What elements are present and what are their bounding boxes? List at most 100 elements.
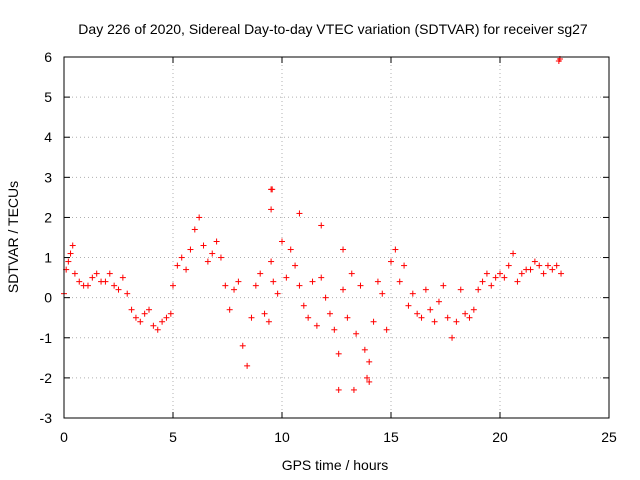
data-point xyxy=(196,214,203,221)
data-point xyxy=(518,270,525,277)
data-point xyxy=(132,314,139,321)
data-point xyxy=(462,310,469,317)
y-tick-label: 6 xyxy=(44,49,52,65)
x-tick-label: 5 xyxy=(169,429,177,445)
data-point xyxy=(265,318,272,325)
data-point xyxy=(163,314,170,321)
data-point xyxy=(69,242,76,249)
data-point xyxy=(370,318,377,325)
data-point xyxy=(279,238,285,245)
data-point xyxy=(497,270,503,277)
data-point xyxy=(540,270,547,277)
data-point xyxy=(440,282,447,289)
data-point xyxy=(200,242,207,249)
y-tick-label: 3 xyxy=(44,169,52,185)
data-point xyxy=(475,286,482,293)
data-point xyxy=(326,310,333,317)
data-point xyxy=(296,282,303,289)
data-point xyxy=(292,262,299,269)
data-point xyxy=(89,274,96,281)
data-point xyxy=(492,274,499,281)
data-point xyxy=(418,314,425,321)
data-point xyxy=(174,262,181,269)
y-tick-label: -3 xyxy=(40,410,53,426)
data-point xyxy=(93,270,100,277)
data-point xyxy=(340,246,347,253)
data-point xyxy=(318,274,325,281)
x-tick-label: 0 xyxy=(60,429,68,445)
data-point xyxy=(170,282,176,289)
data-point xyxy=(239,342,246,349)
data-point xyxy=(150,322,157,329)
x-tick-label: 10 xyxy=(274,429,290,445)
data-point xyxy=(204,258,211,265)
data-point xyxy=(257,270,264,277)
data-point xyxy=(466,314,473,321)
data-point xyxy=(350,386,357,393)
x-axis-label: GPS time / hours xyxy=(282,457,389,473)
data-point xyxy=(335,386,342,393)
chart-title: Day 226 of 2020, Sidereal Day-to-day VTE… xyxy=(78,21,588,37)
data-point xyxy=(527,266,534,273)
data-point xyxy=(431,318,438,325)
data-point xyxy=(470,306,477,313)
x-tick-label: 25 xyxy=(601,429,617,445)
data-point xyxy=(270,278,277,285)
data-point xyxy=(305,314,312,321)
data-point xyxy=(435,298,442,305)
data-point xyxy=(449,334,456,341)
data-point xyxy=(364,374,371,381)
data-point xyxy=(488,282,495,289)
data-point xyxy=(505,262,512,269)
plot-area-frame xyxy=(63,56,610,419)
data-point xyxy=(137,318,144,325)
y-tick-label: -2 xyxy=(40,370,53,386)
data-point xyxy=(191,226,198,233)
data-point xyxy=(141,310,148,317)
data-point xyxy=(128,306,135,313)
data-point xyxy=(335,350,342,357)
data-point xyxy=(296,210,303,217)
data-point xyxy=(209,250,216,257)
data-point xyxy=(353,330,360,337)
data-point xyxy=(300,302,307,309)
data-point xyxy=(268,206,275,213)
data-point xyxy=(154,326,161,333)
data-point xyxy=(217,254,224,261)
data-point xyxy=(274,290,281,297)
data-point xyxy=(187,246,194,253)
data-point xyxy=(383,326,390,333)
data-point xyxy=(313,322,320,329)
data-point xyxy=(183,266,190,273)
data-point xyxy=(531,258,538,265)
data-point xyxy=(167,310,174,317)
y-tick-label: 1 xyxy=(44,250,52,266)
y-tick-label: 2 xyxy=(44,209,52,225)
data-point xyxy=(366,378,373,385)
data-point xyxy=(309,278,316,285)
data-point xyxy=(427,306,434,313)
data-point xyxy=(244,362,251,369)
data-point xyxy=(124,290,131,297)
data-point xyxy=(269,186,276,193)
data-point xyxy=(115,286,122,293)
data-point xyxy=(71,270,78,277)
data-point xyxy=(231,286,238,293)
data-point xyxy=(252,282,259,289)
data-point xyxy=(283,274,290,281)
data-point xyxy=(348,270,355,277)
data-point xyxy=(248,314,255,321)
data-point xyxy=(178,254,185,261)
data-point xyxy=(483,270,490,277)
data-point xyxy=(405,302,412,309)
data-point xyxy=(146,306,153,313)
data-point xyxy=(65,258,72,265)
data-point xyxy=(549,266,556,273)
data-point xyxy=(553,262,560,269)
grid-lines xyxy=(64,57,609,418)
data-point xyxy=(76,278,83,285)
data-point xyxy=(457,286,464,293)
data-point xyxy=(106,270,113,277)
data-point xyxy=(558,270,565,277)
